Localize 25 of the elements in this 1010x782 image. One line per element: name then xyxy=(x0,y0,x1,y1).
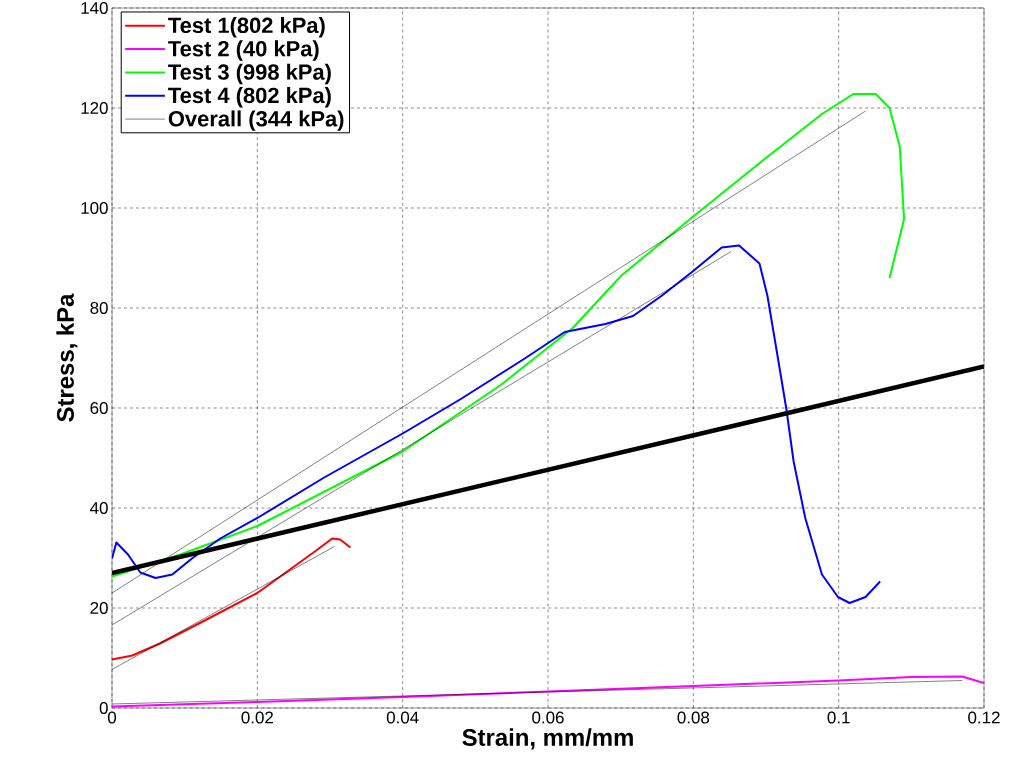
y-tick-label: 80 xyxy=(90,302,108,314)
line-series xyxy=(112,537,352,661)
y-tick-label: 140 xyxy=(81,1,108,14)
x-tick-label: 0.02 xyxy=(241,711,273,724)
y-tick-label: 0 xyxy=(99,702,108,714)
line-series xyxy=(112,675,985,708)
x-axis-title: Strain, mm/mm xyxy=(462,728,633,750)
x-tick-label: 0.08 xyxy=(677,711,710,724)
legend-label: Test 1(802 kPa) xyxy=(168,16,325,38)
y-tick-label: 60 xyxy=(90,402,108,414)
line-series xyxy=(112,244,882,604)
x-tick-label: 0.12 xyxy=(968,711,1000,724)
y-tick-label: 20 xyxy=(90,602,108,614)
legend-label: Test 3 (998 kPa) xyxy=(168,63,331,85)
legend-label: Test 2 (40 kPa) xyxy=(168,40,319,61)
y-axis-title: Stress, kPa xyxy=(56,293,78,422)
x-tick-label: 0.06 xyxy=(532,711,564,724)
y-tick-label: 40 xyxy=(90,502,108,514)
x-tick-label: 0 xyxy=(107,711,117,724)
x-tick-label: 0.04 xyxy=(386,711,419,724)
y-tick-label: 120 xyxy=(81,102,108,114)
legend-label: Overall (344 kPa) xyxy=(168,110,344,131)
x-tick-label: 0.1 xyxy=(827,711,850,724)
legend-label: Test 4 (802 kPa) xyxy=(168,87,331,108)
y-tick-label: 100 xyxy=(81,202,108,214)
